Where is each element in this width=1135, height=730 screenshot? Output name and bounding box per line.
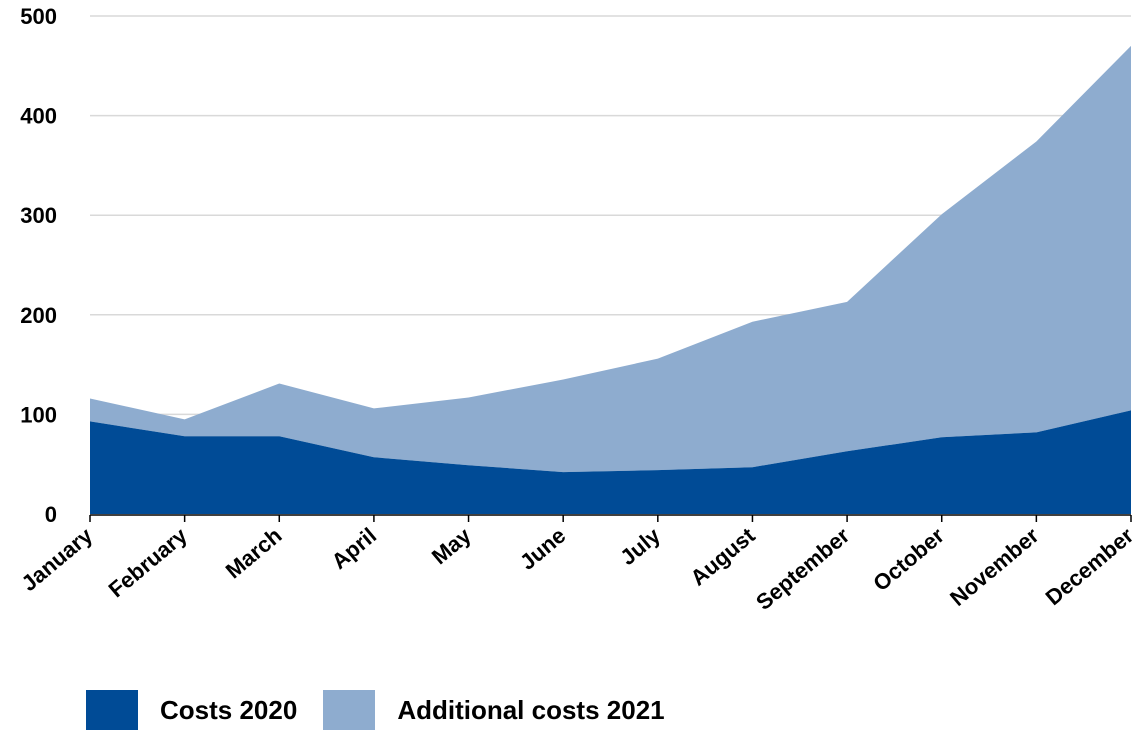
x-tick-label-january: January [16, 522, 97, 596]
x-tick-label-june: June [515, 523, 570, 575]
y-tick-label-100: 100 [20, 402, 57, 427]
x-tick-label-march: March [221, 523, 287, 584]
area-additional-costs-2021 [90, 45, 1131, 473]
y-tick-label-200: 200 [20, 303, 57, 328]
legend-label-additional-costs-2021: Additional costs 2021 [397, 694, 665, 725]
y-axis-tick-labels: 0 100 200 300 400 500 [20, 4, 57, 527]
x-tick-label-july: July [615, 522, 665, 570]
legend-item-additional-costs-2021[interactable]: Additional costs 2021 [323, 690, 665, 730]
legend: Costs 2020 Additional costs 2021 [86, 690, 691, 730]
x-tick-label-november: November [945, 522, 1044, 611]
legend-label-costs-2020: Costs 2020 [160, 694, 298, 725]
x-tick-label-april: April [327, 523, 381, 574]
legend-swatch-costs-2020 [86, 690, 138, 730]
legend-item-costs-2020[interactable]: Costs 2020 [86, 690, 297, 730]
x-tick-label-october: October [868, 522, 949, 596]
x-tick-label-august: August [686, 522, 761, 590]
legend-swatch-additional-costs-2021 [323, 690, 376, 730]
x-axis-tick-labels: January February March April May June July Augu… [16, 522, 1135, 615]
chart-area: 0 100 200 300 400 500 January February March Apr… [16, 4, 1135, 615]
x-tick-label-december: December [1041, 522, 1135, 610]
area-costs-2020 [90, 410, 1131, 514]
x-tick-label-february: February [104, 522, 193, 602]
area-series-layer [90, 45, 1131, 514]
x-tick-label-may: May [427, 522, 476, 569]
x-tick-label-september: September [751, 522, 855, 615]
y-tick-label-500: 500 [20, 4, 57, 29]
axes [89, 514, 1132, 522]
y-tick-label-300: 300 [20, 203, 57, 228]
y-tick-label-400: 400 [20, 104, 57, 129]
y-tick-label-0: 0 [45, 502, 57, 527]
